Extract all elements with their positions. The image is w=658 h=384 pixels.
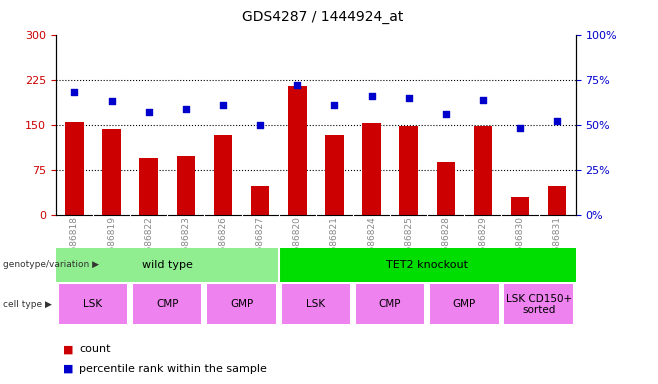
- Bar: [59, 285, 127, 324]
- Point: [143, 109, 154, 115]
- Point: [329, 102, 340, 108]
- Point: [218, 102, 228, 108]
- Point: [552, 118, 563, 124]
- Bar: [430, 285, 499, 324]
- Point: [367, 93, 377, 99]
- Text: TET2 knockout: TET2 knockout: [386, 260, 468, 270]
- Text: CMP: CMP: [156, 299, 178, 310]
- Point: [69, 89, 80, 95]
- Text: LSK: LSK: [306, 299, 326, 310]
- Text: wild type: wild type: [142, 260, 193, 270]
- Text: count: count: [79, 344, 111, 354]
- Point: [180, 106, 191, 112]
- Bar: [474, 126, 492, 215]
- Text: GDS4287 / 1444924_at: GDS4287 / 1444924_at: [241, 10, 403, 24]
- Text: genotype/variation ▶: genotype/variation ▶: [3, 260, 99, 270]
- Bar: [103, 129, 121, 215]
- Text: LSK: LSK: [84, 299, 103, 310]
- Bar: [139, 158, 158, 215]
- Bar: [133, 285, 201, 324]
- Bar: [65, 122, 84, 215]
- Point: [440, 111, 451, 117]
- Bar: [176, 156, 195, 215]
- Point: [255, 122, 265, 128]
- Text: CMP: CMP: [379, 299, 401, 310]
- Bar: [511, 197, 529, 215]
- Bar: [548, 186, 567, 215]
- Bar: [399, 126, 418, 215]
- Point: [478, 96, 488, 103]
- Point: [292, 82, 303, 88]
- Bar: [505, 285, 572, 324]
- Bar: [363, 123, 381, 215]
- Text: GMP: GMP: [453, 299, 476, 310]
- Bar: [356, 285, 424, 324]
- Bar: [214, 135, 232, 215]
- Text: LSK CD150+
sorted: LSK CD150+ sorted: [505, 293, 572, 315]
- Bar: [288, 86, 307, 215]
- Text: GMP: GMP: [230, 299, 253, 310]
- Text: ■: ■: [63, 344, 76, 354]
- Point: [403, 95, 414, 101]
- Bar: [325, 135, 343, 215]
- Bar: [282, 285, 350, 324]
- Bar: [56, 248, 279, 282]
- Bar: [251, 186, 269, 215]
- Point: [515, 125, 525, 131]
- Text: cell type ▶: cell type ▶: [3, 300, 52, 309]
- Bar: [207, 285, 276, 324]
- Text: percentile rank within the sample: percentile rank within the sample: [79, 364, 267, 374]
- Bar: [436, 162, 455, 215]
- Point: [107, 98, 117, 104]
- Bar: [279, 248, 576, 282]
- Text: ■: ■: [63, 364, 76, 374]
